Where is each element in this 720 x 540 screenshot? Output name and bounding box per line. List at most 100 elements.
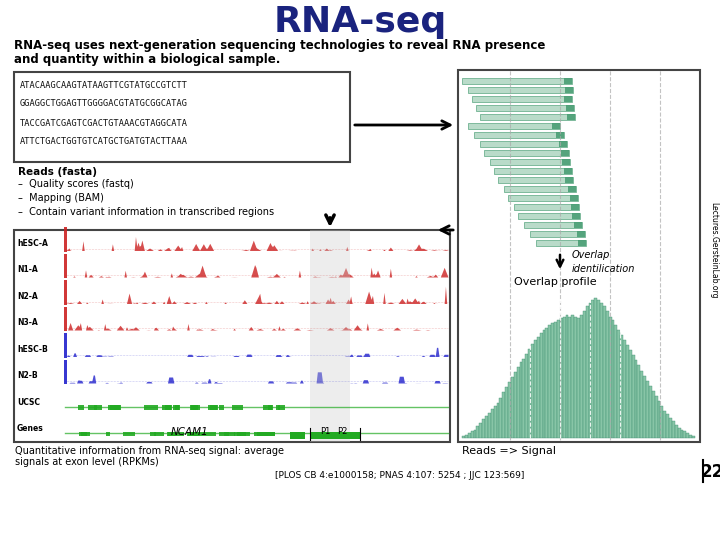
Bar: [110, 404, 120, 409]
Text: and quantity within a biological sample.: and quantity within a biological sample.: [14, 52, 280, 65]
Bar: [64, 360, 67, 384]
Bar: [462, 436, 465, 438]
Bar: [600, 303, 603, 438]
Bar: [490, 159, 570, 165]
Bar: [64, 280, 67, 305]
Bar: [471, 431, 474, 438]
Bar: [686, 433, 689, 438]
Bar: [562, 159, 570, 165]
Bar: [237, 432, 241, 436]
Bar: [637, 366, 640, 438]
Bar: [572, 213, 580, 219]
Bar: [219, 432, 223, 436]
Bar: [568, 186, 576, 192]
Bar: [219, 404, 225, 409]
Text: hESC-A: hESC-A: [17, 239, 48, 248]
Bar: [580, 315, 582, 438]
Text: 22: 22: [701, 463, 720, 481]
Bar: [503, 393, 505, 438]
Text: N2-A: N2-A: [17, 292, 37, 301]
Bar: [465, 435, 468, 438]
Bar: [154, 432, 164, 436]
Bar: [123, 432, 135, 436]
Bar: [585, 306, 588, 438]
Bar: [234, 432, 246, 436]
Bar: [649, 386, 652, 438]
Bar: [190, 404, 196, 409]
Bar: [663, 411, 666, 438]
Bar: [114, 404, 121, 409]
Bar: [491, 409, 494, 438]
Text: N2-B: N2-B: [17, 372, 37, 380]
Bar: [620, 335, 623, 438]
Bar: [517, 367, 520, 438]
Bar: [652, 391, 654, 438]
Text: GGAGGCTGGAGTTGGGGACGTATGCGGCATAG: GGAGGCTGGAGTTGGGGACGTATGCGGCATAG: [20, 99, 188, 109]
Bar: [582, 312, 585, 438]
Text: TACCGATCGAGTCGACTGTAAACGTAGGCATA: TACCGATCGAGTCGACTGTAAACGTAGGCATA: [20, 118, 188, 127]
Bar: [14, 72, 350, 162]
Bar: [108, 404, 119, 409]
Bar: [264, 432, 275, 436]
Bar: [480, 141, 567, 147]
Bar: [254, 432, 266, 436]
Bar: [571, 315, 574, 438]
Bar: [223, 432, 228, 436]
Bar: [488, 413, 491, 438]
Bar: [175, 404, 180, 409]
Bar: [565, 315, 568, 438]
Bar: [564, 96, 572, 102]
Bar: [500, 397, 503, 438]
Bar: [208, 404, 217, 409]
Bar: [680, 429, 683, 438]
Bar: [64, 253, 67, 278]
Bar: [540, 333, 543, 438]
Bar: [193, 432, 204, 436]
Bar: [458, 70, 700, 442]
Bar: [94, 404, 97, 409]
Bar: [559, 141, 567, 147]
Bar: [560, 318, 562, 438]
Bar: [263, 404, 271, 409]
Bar: [520, 362, 523, 438]
Bar: [480, 423, 482, 438]
Bar: [528, 349, 531, 438]
Bar: [498, 177, 573, 183]
Bar: [88, 404, 93, 409]
Bar: [591, 300, 594, 438]
Bar: [594, 298, 597, 438]
Bar: [78, 404, 84, 409]
Bar: [482, 420, 485, 438]
Bar: [150, 432, 156, 436]
Bar: [524, 222, 582, 228]
Bar: [566, 105, 574, 111]
Bar: [564, 78, 572, 84]
Bar: [518, 213, 580, 219]
Bar: [660, 406, 663, 438]
Bar: [634, 360, 637, 438]
Bar: [278, 404, 285, 409]
Bar: [523, 359, 526, 438]
Bar: [290, 432, 305, 439]
Bar: [552, 123, 560, 129]
Bar: [678, 428, 680, 438]
Bar: [567, 114, 575, 120]
Bar: [588, 303, 591, 438]
Bar: [536, 240, 586, 246]
Bar: [514, 204, 579, 210]
Bar: [187, 432, 198, 436]
Bar: [476, 105, 574, 111]
Bar: [574, 222, 582, 228]
Bar: [81, 432, 90, 436]
Bar: [232, 404, 243, 409]
Bar: [530, 231, 585, 237]
Bar: [468, 87, 573, 93]
Text: Overlap profile: Overlap profile: [513, 277, 596, 287]
Bar: [568, 316, 571, 438]
Bar: [689, 435, 692, 438]
Bar: [14, 230, 450, 442]
Bar: [646, 381, 649, 438]
Bar: [574, 316, 577, 438]
Bar: [543, 330, 546, 438]
Text: –  Contain variant information in transcribed regions: – Contain variant information in transcr…: [18, 207, 274, 217]
